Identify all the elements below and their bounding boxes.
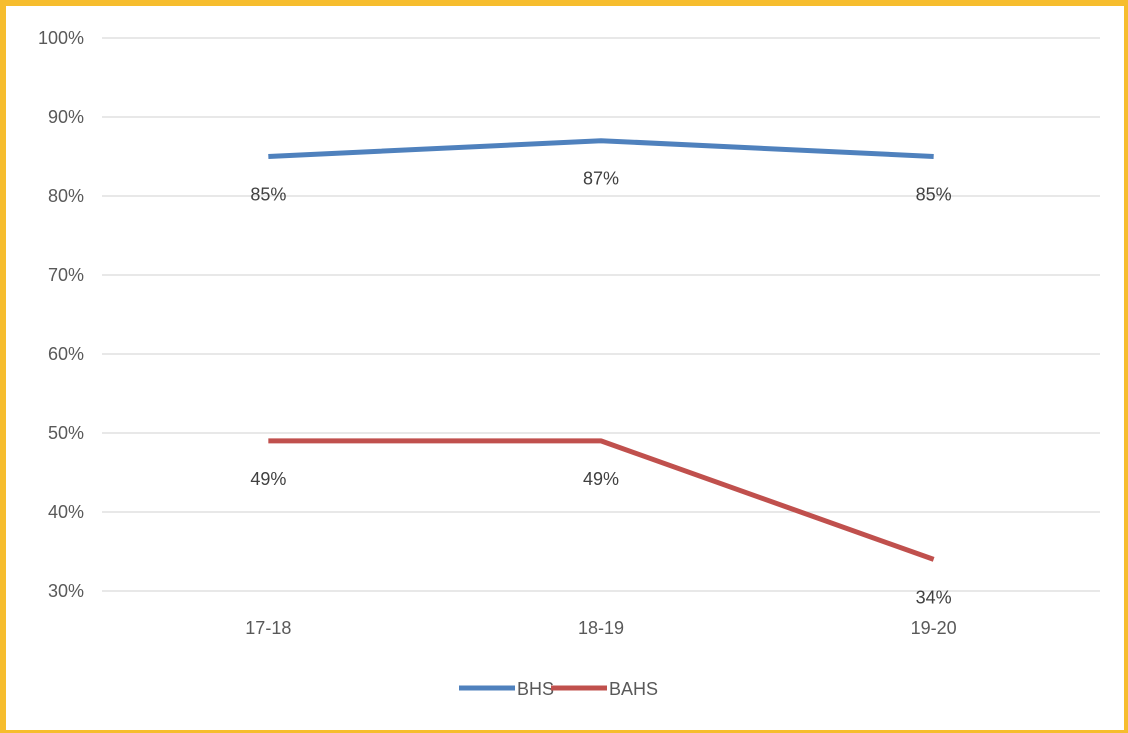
series-line-bahs: [268, 438, 935, 562]
legend: BHS BAHS: [459, 679, 658, 699]
y-tick-label: 60%: [48, 344, 84, 364]
x-tick-label: 18-19: [578, 618, 624, 638]
data-label: 87%: [583, 169, 619, 189]
data-label: 85%: [916, 185, 952, 205]
gridlines: [102, 37, 1100, 592]
data-label: 34%: [916, 587, 952, 607]
data-labels: 85% 87% 85% 49% 49% 34%: [250, 169, 951, 608]
y-tick-label: 30%: [48, 581, 84, 601]
y-tick-label: 70%: [48, 265, 84, 285]
x-tick-label: 19-20: [911, 618, 957, 638]
y-tick-label: 90%: [48, 107, 84, 127]
legend-label: BHS: [517, 679, 554, 699]
series-lines: [268, 138, 935, 562]
y-tick-label: 80%: [48, 186, 84, 206]
data-label: 49%: [250, 469, 286, 489]
y-tick-label: 40%: [48, 502, 84, 522]
data-label: 85%: [250, 185, 286, 205]
y-tick-label: 100%: [38, 28, 84, 48]
data-label: 49%: [583, 469, 619, 489]
x-axis-ticks: 17-18 18-19 19-20: [245, 618, 956, 638]
y-axis-ticks: 30% 40% 50% 60% 70% 80% 90% 100%: [38, 28, 84, 601]
x-tick-label: 17-18: [245, 618, 291, 638]
y-tick-label: 50%: [48, 423, 84, 443]
series-line-bhs: [268, 138, 934, 159]
legend-label: BAHS: [609, 679, 658, 699]
